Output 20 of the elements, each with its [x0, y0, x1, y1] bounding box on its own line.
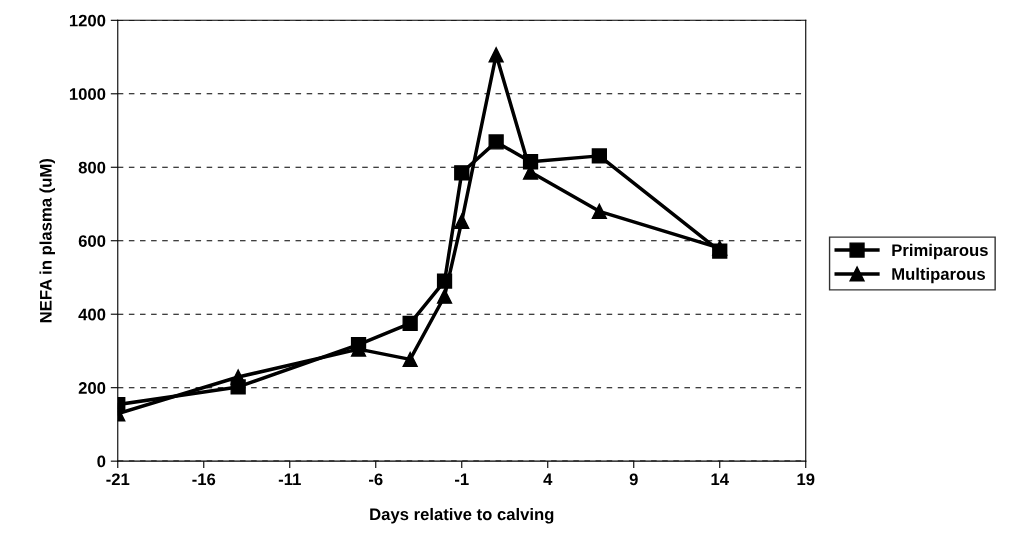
y-tick-label: 1200	[69, 14, 106, 27]
x-tick-label: -1	[454, 473, 469, 486]
y-tick-label: 200	[78, 382, 106, 394]
y-tick-label: 600	[78, 235, 106, 247]
y-tick-label: 1000	[69, 88, 106, 100]
legend-label: Multiparous	[892, 267, 985, 284]
x-tick-label: 9	[629, 473, 638, 486]
y-tick-label: 400	[78, 308, 106, 321]
y-axis-title: NEFA in plasma (uM)	[39, 158, 55, 323]
y-tick-label: 800	[78, 161, 106, 174]
x-tick-label: -11	[278, 473, 301, 486]
x-tick-label: -16	[192, 473, 216, 486]
x-tick-label: -6	[369, 473, 383, 486]
x-tick-label: -21	[106, 473, 130, 486]
y-tick-label: 0	[97, 455, 106, 468]
x-tick-label: 4	[543, 473, 553, 486]
x-axis-title: Days relative to calving	[370, 507, 554, 524]
legend-label: Primiparous	[892, 243, 988, 260]
x-tick-label: 19	[797, 473, 815, 486]
x-tick-label: 14	[711, 473, 729, 486]
